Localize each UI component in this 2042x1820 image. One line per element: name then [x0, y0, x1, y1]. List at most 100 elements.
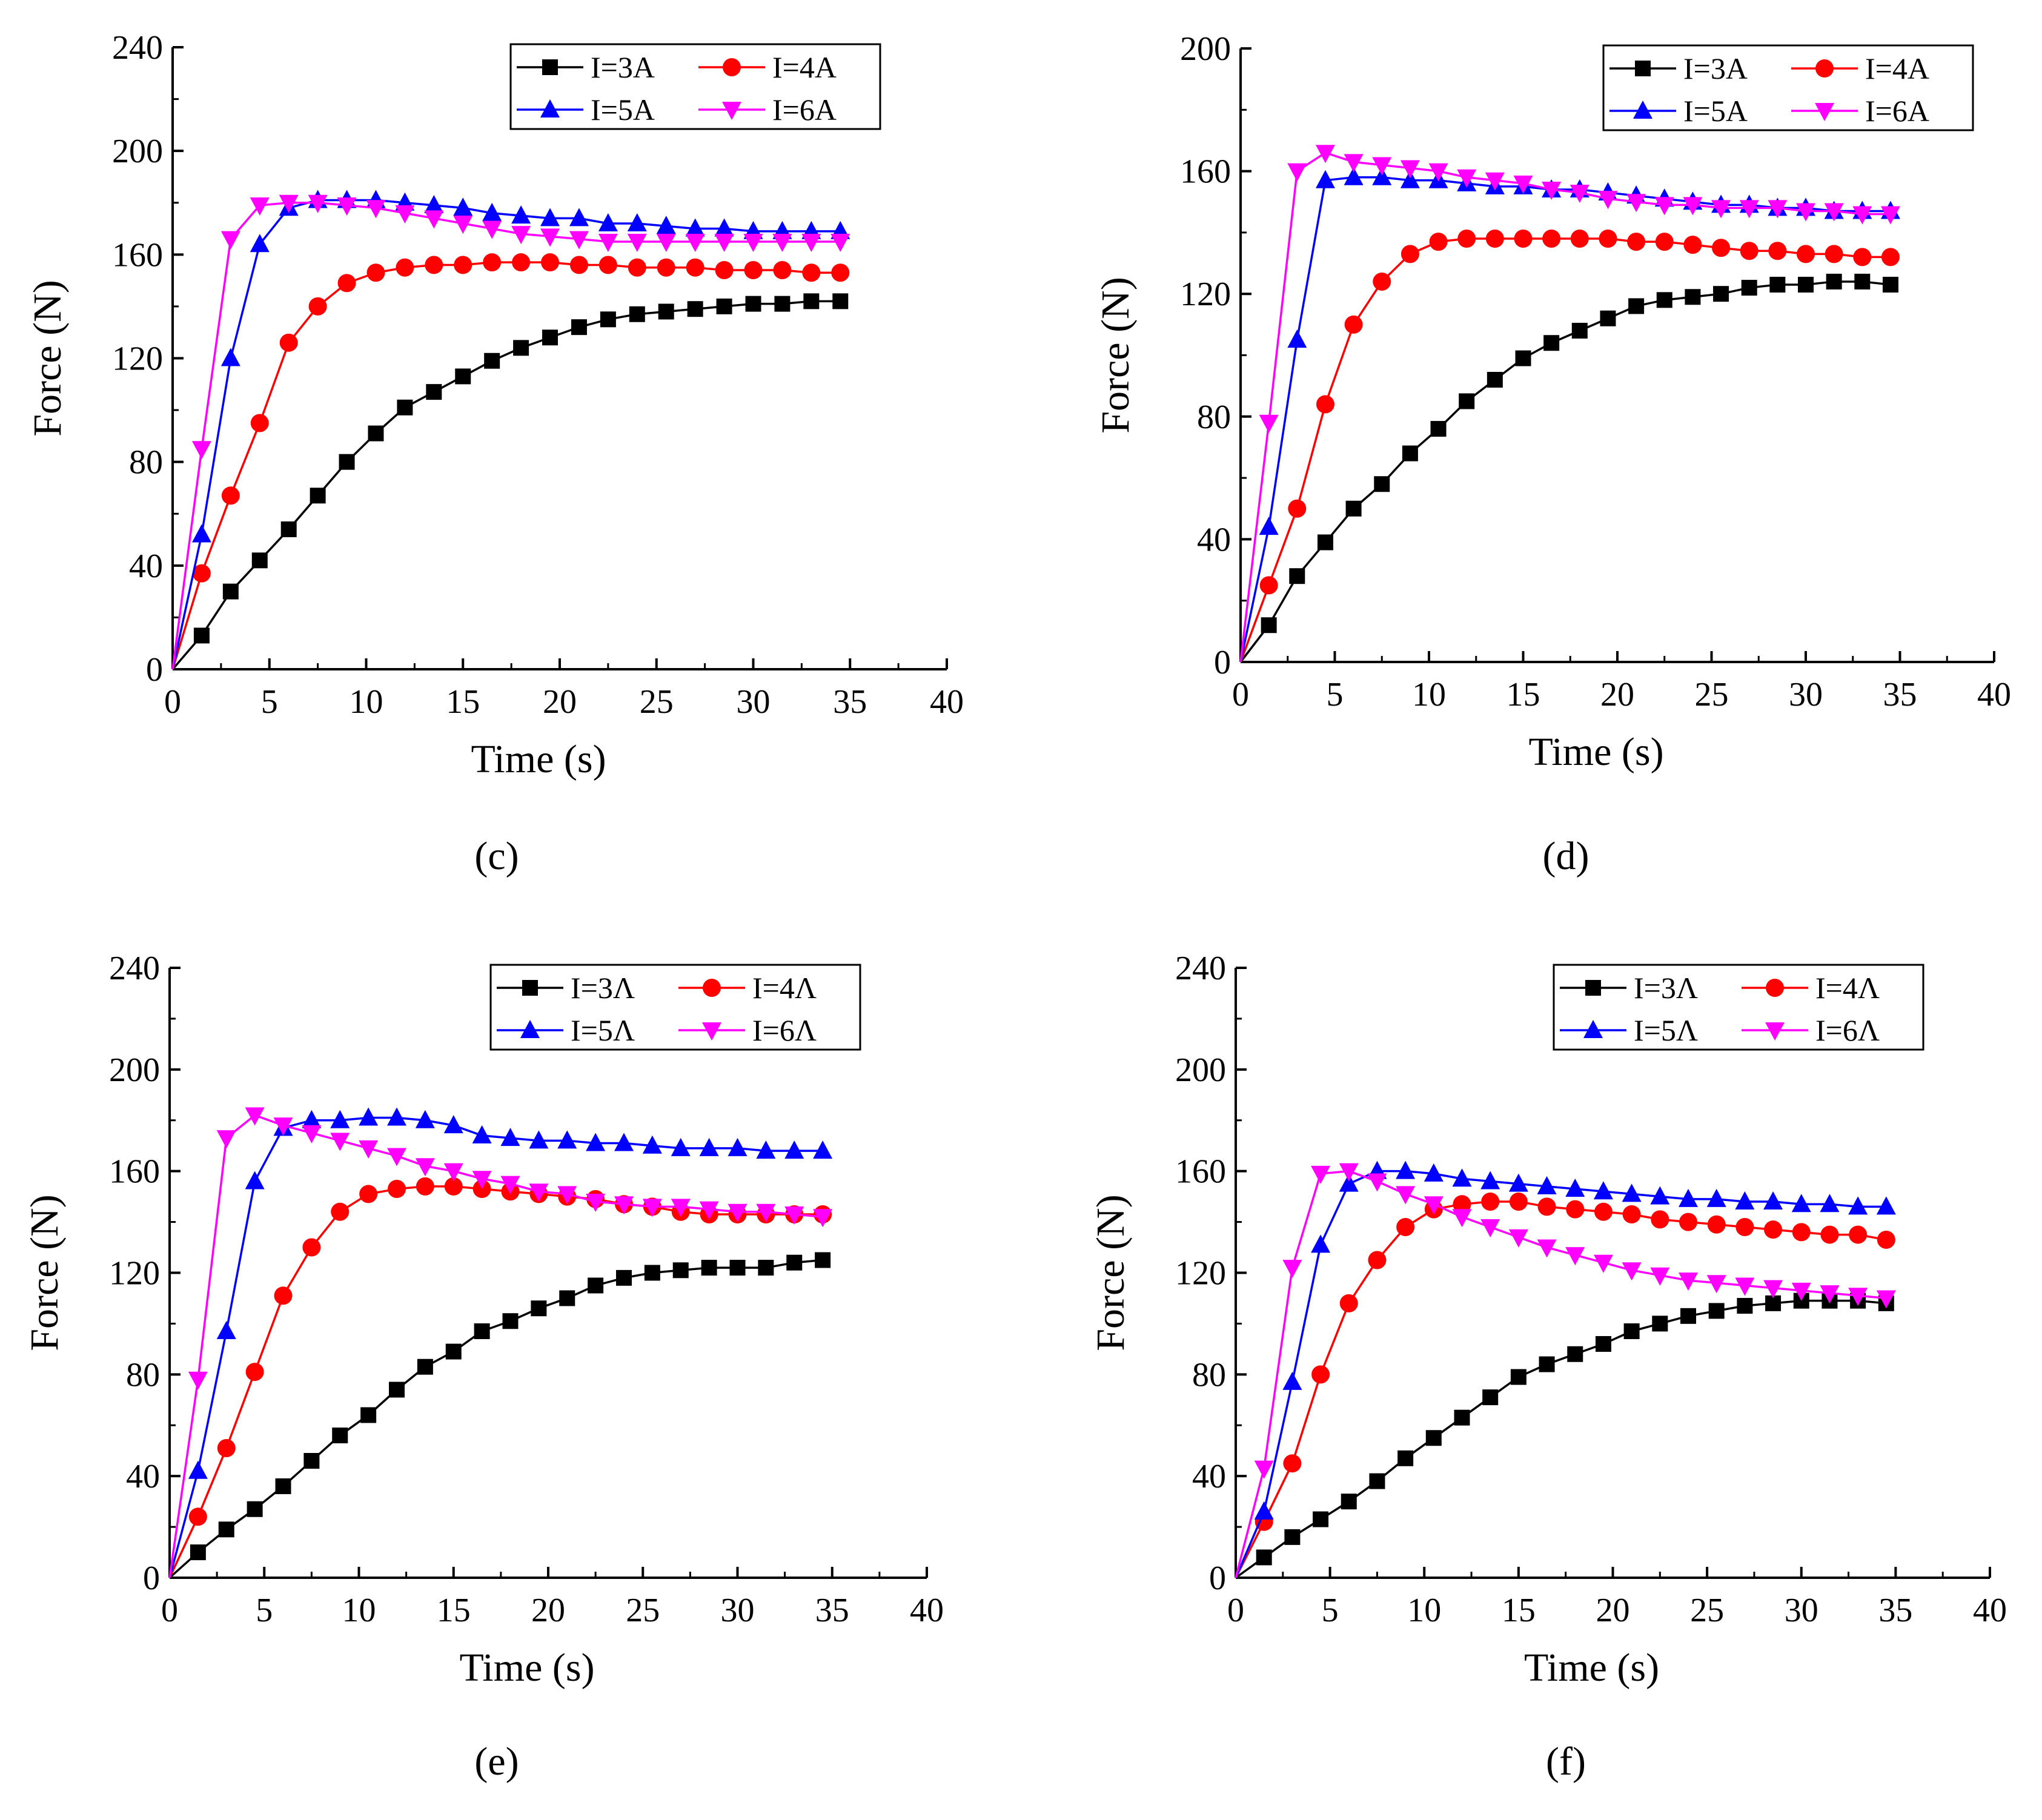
x-tick-label: 30	[721, 1592, 755, 1629]
data-point	[1848, 1288, 1868, 1306]
data-point	[193, 627, 210, 644]
data-point	[1880, 206, 1900, 225]
series-3a	[171, 293, 849, 670]
data-point	[484, 352, 500, 369]
data-point	[472, 1125, 492, 1143]
data-point	[531, 1300, 547, 1317]
series-5a	[168, 1107, 833, 1578]
data-point	[359, 1140, 379, 1159]
data-point	[273, 1117, 293, 1136]
data-point	[1311, 1234, 1331, 1253]
data-point	[1481, 1193, 1500, 1211]
data-point	[728, 1203, 748, 1222]
data-point	[1622, 1183, 1642, 1202]
data-point	[1282, 1260, 1302, 1279]
data-point	[1565, 1179, 1585, 1197]
data-point	[453, 197, 473, 216]
data-point	[308, 194, 328, 213]
data-point	[511, 226, 531, 245]
y-tick-label: 0	[1209, 1560, 1226, 1597]
data-point	[387, 1148, 406, 1166]
y-tick-label: 240	[109, 950, 160, 987]
data-point	[744, 261, 763, 280]
data-point	[1853, 248, 1872, 266]
data-point	[1485, 230, 1504, 248]
y-tick-label: 240	[1175, 950, 1226, 987]
data-point	[1763, 1280, 1783, 1299]
x-tick-label: 15	[446, 683, 480, 721]
data-point	[1825, 245, 1843, 263]
data-point	[1510, 1369, 1527, 1385]
y-tick-label: 200	[1175, 1051, 1226, 1089]
data-point	[1457, 169, 1477, 188]
x-tick-label: 5	[1327, 676, 1344, 713]
data-point	[1284, 1529, 1301, 1545]
y-tick-label: 120	[109, 1255, 160, 1292]
data-point	[417, 1358, 433, 1375]
data-point	[368, 425, 384, 442]
data-point	[426, 384, 442, 400]
data-point	[216, 1130, 236, 1149]
x-tick-label: 40	[910, 1592, 944, 1629]
data-point	[360, 1407, 377, 1423]
data-point	[1315, 170, 1335, 188]
x-tick-label: 10	[1407, 1592, 1441, 1629]
x-tick-label: 10	[350, 683, 383, 721]
panel-caption: (d)	[1543, 834, 1590, 878]
data-point	[445, 1343, 462, 1360]
data-point	[1259, 576, 1278, 595]
data-point	[1401, 245, 1419, 263]
data-point	[644, 1265, 660, 1281]
data-point	[1679, 1188, 1698, 1207]
data-point	[714, 233, 734, 252]
data-point	[275, 1478, 291, 1494]
data-point	[1768, 200, 1788, 219]
data-point	[302, 1238, 321, 1257]
data-point	[1344, 167, 1364, 185]
legend-label: I=6Λ	[1815, 1013, 1880, 1047]
data-point	[279, 333, 298, 352]
data-point	[1315, 145, 1335, 164]
x-tick-label: 10	[1412, 676, 1446, 713]
data-point	[1797, 245, 1815, 263]
data-point	[815, 1252, 831, 1268]
legend-label: I=5A	[591, 93, 655, 127]
data-point	[1254, 1501, 1274, 1520]
data-point	[1400, 160, 1420, 179]
data-point	[1652, 1315, 1668, 1332]
data-point	[529, 1183, 549, 1202]
data-point	[1849, 1225, 1868, 1244]
legend-marker	[1815, 59, 1834, 78]
legend-label: I=6A	[772, 93, 837, 127]
data-point	[557, 1186, 577, 1205]
data-point	[396, 258, 414, 277]
data-point	[774, 296, 791, 312]
data-point	[1452, 1168, 1472, 1187]
data-point	[614, 1196, 634, 1215]
data-point	[756, 1140, 776, 1159]
data-point	[569, 256, 588, 274]
data-point	[337, 274, 356, 293]
legend-label: I=6Λ	[752, 1013, 817, 1047]
data-point	[616, 1269, 632, 1286]
data-point	[1261, 617, 1277, 634]
data-point	[1598, 191, 1618, 210]
data-point	[1259, 517, 1279, 535]
y-tick-label: 160	[112, 236, 163, 274]
data-point	[1593, 1181, 1613, 1200]
data-point	[280, 521, 297, 537]
x-tick-label: 20	[543, 683, 577, 721]
legend-label: I=4Λ	[1815, 971, 1880, 1005]
data-point	[1397, 1450, 1414, 1466]
y-tick-label: 160	[109, 1153, 160, 1191]
data-point	[1593, 1254, 1613, 1273]
data-point	[1820, 1285, 1840, 1304]
y-tick-label: 40	[126, 1458, 160, 1495]
legend-marker	[723, 58, 741, 76]
data-point	[247, 1501, 263, 1517]
series-4a	[1235, 1193, 1895, 1578]
data-point	[424, 195, 444, 214]
data-point	[1454, 1409, 1470, 1426]
data-point	[1368, 1251, 1387, 1269]
data-point	[274, 1286, 293, 1305]
